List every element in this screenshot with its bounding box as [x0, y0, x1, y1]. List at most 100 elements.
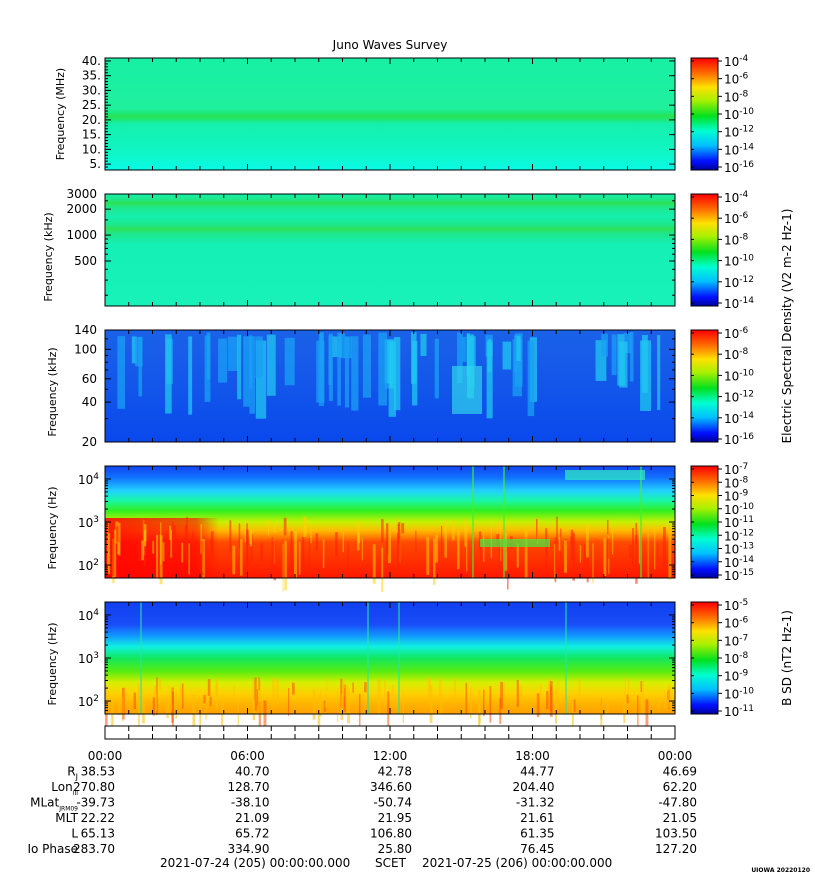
emission-streak: [142, 700, 145, 724]
ephemeris-value: 44.77: [520, 765, 554, 779]
emission-streak: [246, 529, 249, 566]
p1-xticks: [104, 58, 676, 170]
time-label: 18:00: [515, 749, 550, 763]
ephemeris-value: 76.45: [520, 842, 554, 856]
colorbar-tick-label: 10-11: [724, 704, 754, 719]
scet-end: 2021-07-25 (206) 00:00:00.000: [422, 856, 612, 870]
ephemeris-value: 283.70: [73, 842, 115, 856]
ephemeris-value: 65.13: [81, 827, 115, 841]
emission-streak: [282, 543, 284, 592]
ephemeris-value: 65.72: [235, 827, 269, 841]
emission-streak: [502, 341, 512, 370]
p4-colorbar: [690, 465, 719, 579]
emission-streak: [377, 679, 381, 715]
emission-streak: [260, 543, 264, 562]
emission-streak: [316, 340, 325, 403]
emission-streak: [638, 523, 641, 564]
emission-streak: [273, 522, 276, 533]
emission-streak: [252, 699, 256, 721]
emission-streak: [218, 338, 228, 383]
emission-streak: [465, 682, 468, 715]
emission-streak: [118, 522, 121, 556]
emission-streak: [619, 341, 628, 388]
emission-streak: [229, 520, 232, 554]
emission-streak: [324, 694, 328, 708]
colorbar-tick-label: 10-6: [724, 616, 749, 631]
emission-streak: [273, 540, 277, 581]
p5-yticks: 104 103 102: [78, 601, 675, 715]
ephemeris-value: 21.09: [235, 811, 269, 825]
emission-line: [565, 602, 567, 714]
emission-streak: [143, 524, 147, 542]
ephemeris-value: 42.78: [378, 765, 412, 779]
emission-streak: [585, 523, 589, 558]
emission-streak: [207, 679, 211, 696]
emission-streak: [337, 332, 341, 406]
emission-streak: [387, 691, 390, 729]
colorbar-tick-label: 10-10: [724, 686, 754, 701]
y-tick-label: 40.: [82, 54, 101, 68]
p1-yticks: 40.35.30.25.20.15.10.5.: [82, 54, 675, 171]
emission-streak: [635, 522, 638, 545]
ephemeris-row-label: MLT: [55, 811, 78, 825]
ephemeris-value: 334.90: [228, 842, 270, 856]
emission-streak: [266, 334, 276, 396]
colorbar-tick-label: 10-9: [724, 489, 749, 504]
emission-streak: [632, 528, 634, 572]
emission-streak: [381, 519, 384, 548]
emission-streak: [283, 517, 287, 536]
ephemeris-value: 40.70: [235, 765, 269, 779]
emission-streak: [499, 698, 502, 724]
p5-colorbar: [690, 601, 719, 715]
emission-streak: [308, 538, 311, 567]
emission-streak: [179, 686, 182, 703]
emission-streak: [158, 679, 162, 690]
emission-patch: [565, 470, 645, 480]
emission-streak: [232, 545, 236, 575]
colorbar-tick-label: 10-8: [724, 475, 749, 490]
emission-streak: [342, 680, 346, 697]
emission-streak: [394, 336, 401, 411]
emission-streak: [284, 540, 287, 591]
spectrogram-hfr-high: [105, 58, 675, 170]
ephemeris-value: 21.95: [378, 811, 412, 825]
emission-streak: [573, 699, 576, 712]
emission-streak: [361, 537, 363, 561]
ephemeris-value: 62.20: [663, 780, 697, 794]
emission-streak: [611, 334, 617, 376]
emission-streak: [606, 701, 609, 714]
emission-streak: [539, 684, 542, 703]
emission-streak: [284, 337, 295, 386]
emission-streak: [175, 692, 178, 719]
emission-streak: [322, 539, 325, 568]
p3-colorbar: [690, 329, 719, 443]
emission-streak: [527, 340, 535, 417]
emission-streak: [155, 693, 158, 712]
emission-streak: [202, 696, 204, 707]
ephemeris-value: 346.60: [370, 780, 412, 794]
emission-streak: [328, 333, 333, 402]
emission-streak: [160, 522, 162, 565]
ephemeris-value: -47.80: [658, 796, 697, 810]
emission-streak: [464, 518, 467, 547]
emission-streak: [427, 677, 431, 698]
emission-streak: [272, 678, 275, 707]
emission-streak: [347, 542, 349, 577]
emission-line: [503, 466, 505, 578]
p1-colorbar-ticks: 10-4 10-6 10-8 10-10 10-12 10-14 10-16: [691, 54, 754, 175]
ephemeris-row-label: Io Phase: [27, 842, 78, 856]
emission-streak: [166, 699, 169, 719]
time-label: 00:00: [658, 749, 693, 763]
p5-emission-streaks: [105, 602, 671, 738]
p2-ylabel: Frequency (kHz): [42, 212, 55, 301]
ephemeris-table: 00:00 06:00 12:00 18:00 00:00 RJ 38.53 40.70 42.…: [27, 749, 697, 856]
ephemeris-row-label: RJ: [67, 765, 78, 782]
emission-streak: [489, 685, 492, 723]
emission-streak: [166, 530, 168, 558]
y-tick-label: 2000: [66, 202, 97, 216]
colorbar-tick-label: 10-9: [724, 669, 749, 684]
emission-streak: [572, 701, 574, 734]
p1-ylabel: Frequency (MHz): [54, 68, 67, 160]
emission-streak: [504, 532, 508, 571]
emission-streak: [536, 518, 538, 542]
